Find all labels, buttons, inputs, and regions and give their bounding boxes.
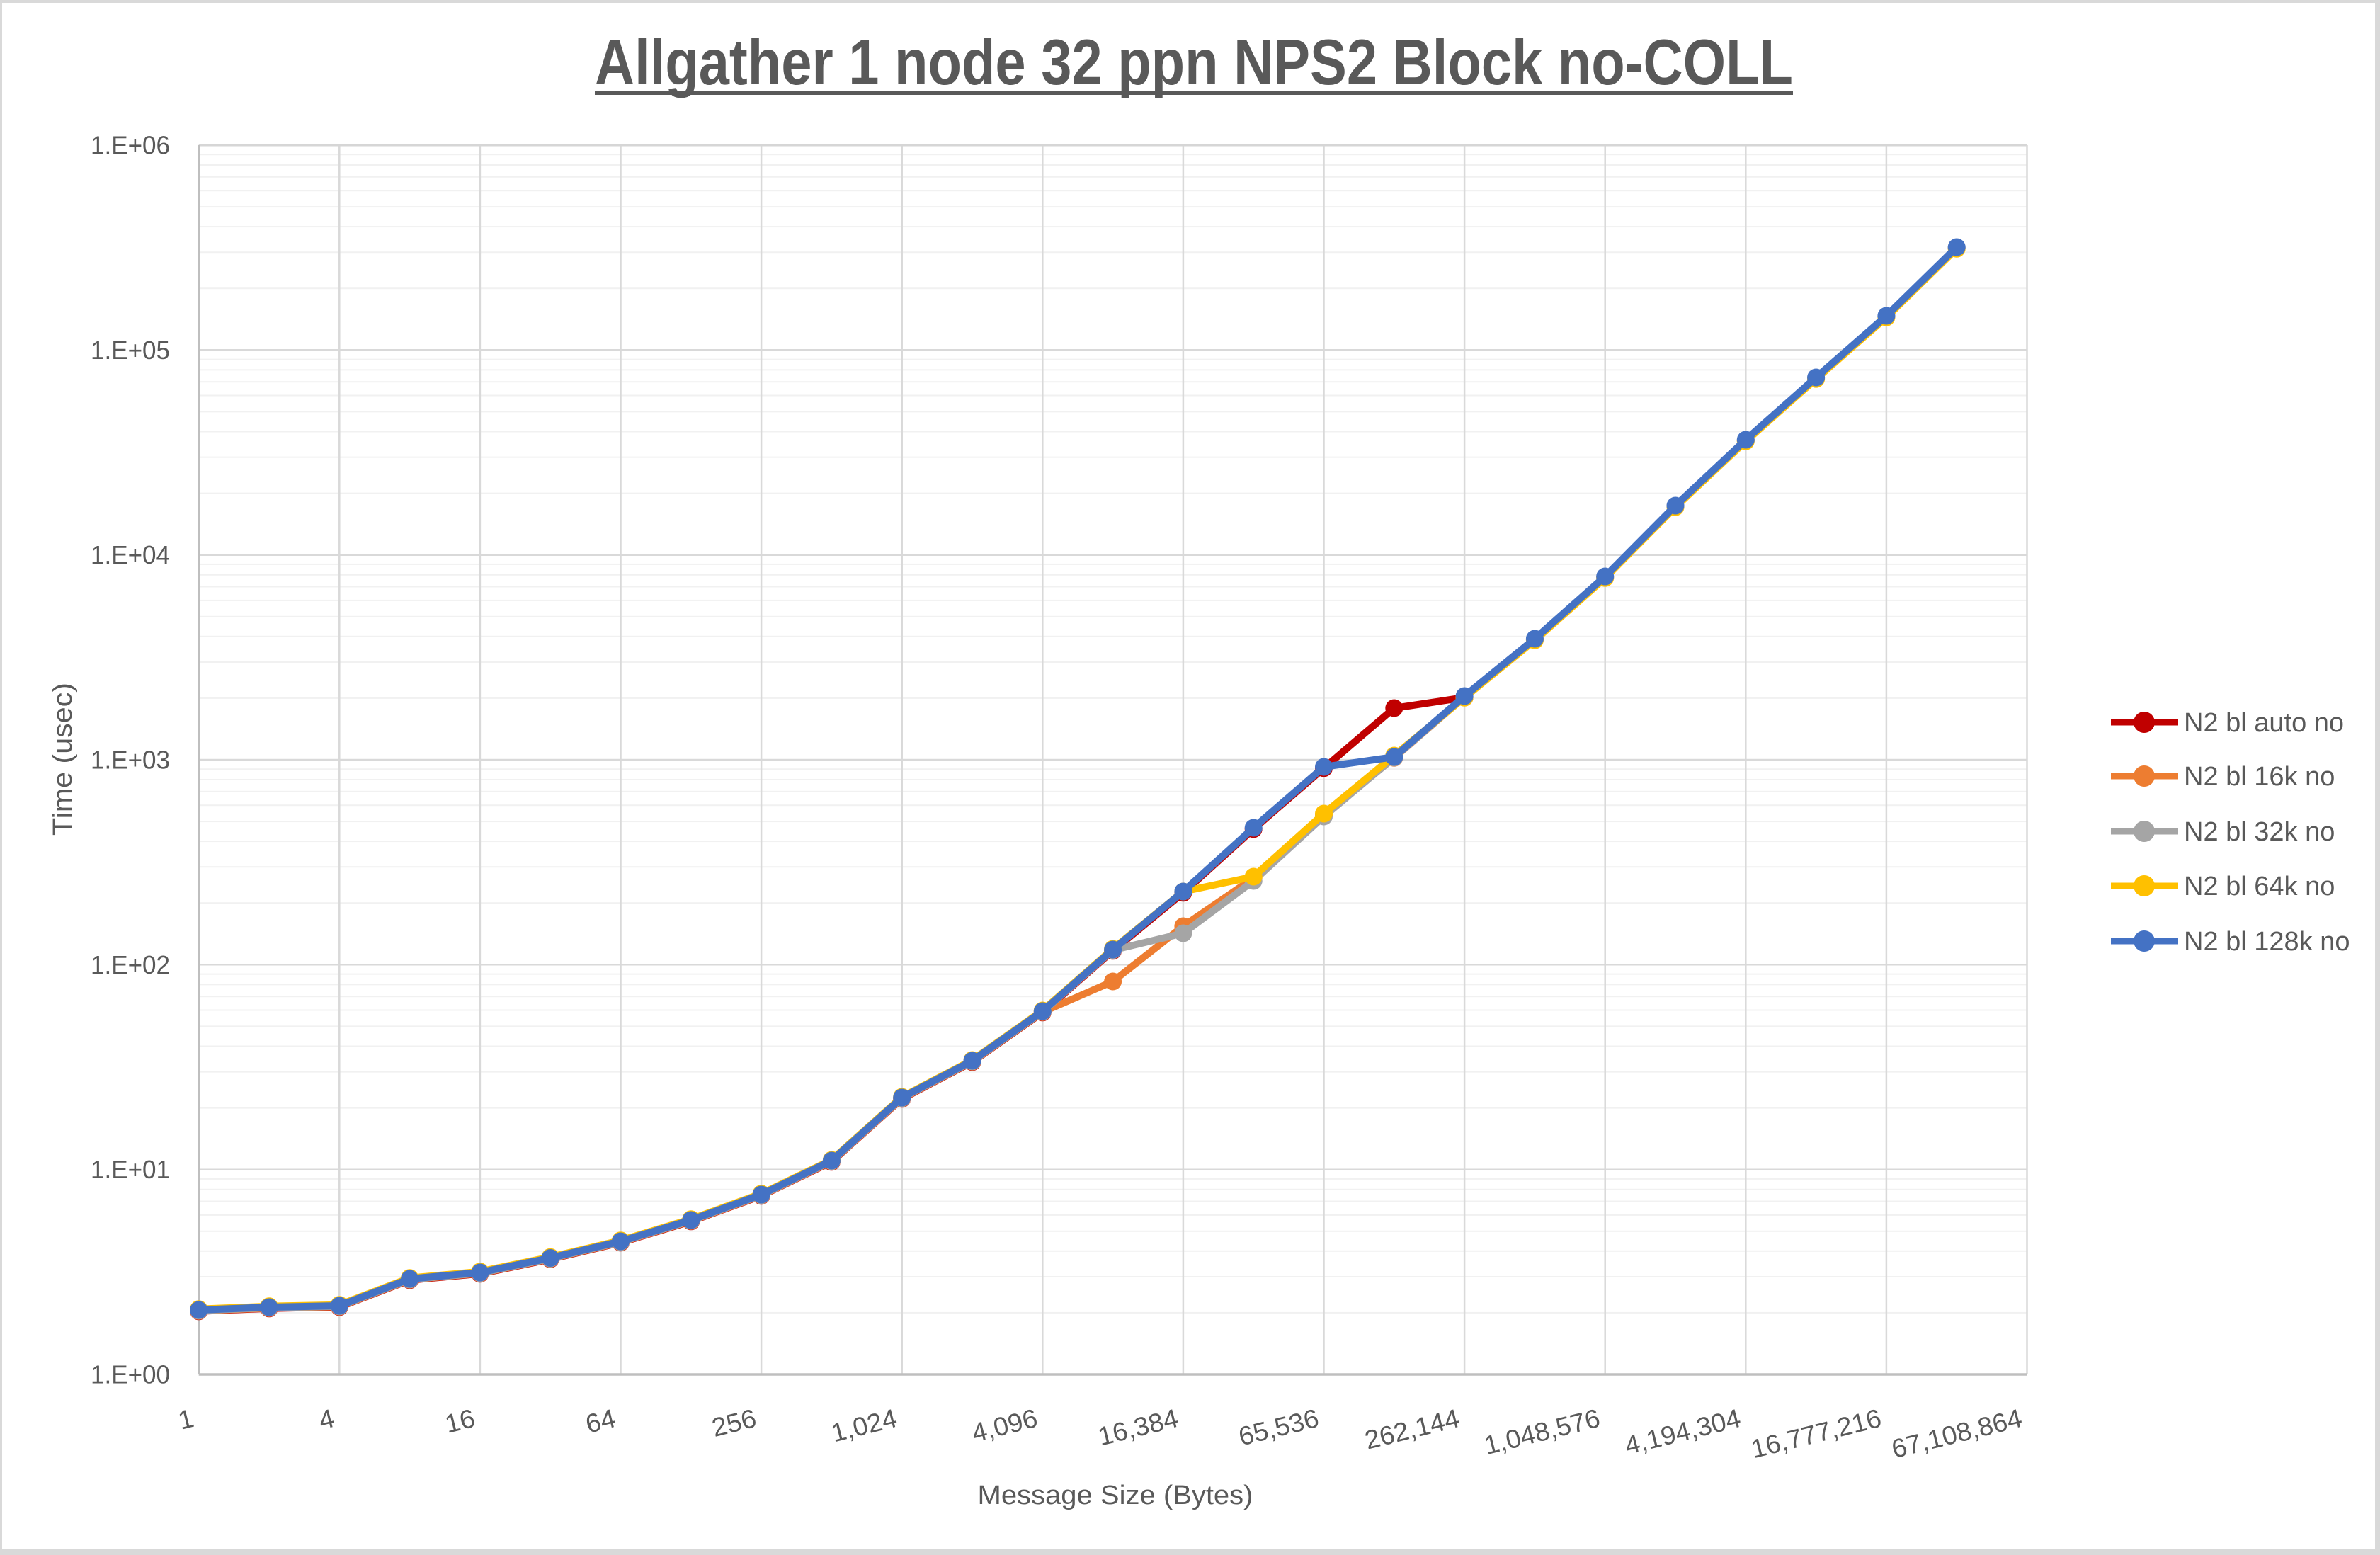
svg-text:1.E+00: 1.E+00 — [91, 1360, 170, 1389]
svg-text:1.E+04: 1.E+04 — [91, 540, 170, 569]
svg-text:Time (usec): Time (usec) — [48, 683, 78, 836]
svg-text:256: 256 — [709, 1403, 759, 1442]
svg-text:1.E+06: 1.E+06 — [91, 131, 170, 160]
svg-text:N2 bl 64k no: N2 bl 64k no — [2184, 872, 2335, 901]
svg-text:4,194,304: 4,194,304 — [1622, 1403, 1743, 1460]
svg-text:65,536: 65,536 — [1236, 1403, 1322, 1452]
svg-text:N2 bl auto no: N2 bl auto no — [2184, 708, 2344, 738]
svg-text:1.E+02: 1.E+02 — [91, 950, 170, 979]
svg-text:16,384: 16,384 — [1095, 1403, 1181, 1452]
svg-text:4: 4 — [316, 1403, 337, 1435]
svg-text:16,777,216: 16,777,216 — [1748, 1403, 1884, 1464]
svg-text:262,144: 262,144 — [1362, 1403, 1462, 1455]
svg-text:16: 16 — [442, 1403, 478, 1439]
svg-text:1.E+05: 1.E+05 — [91, 336, 170, 365]
svg-text:N2 bl 16k no: N2 bl 16k no — [2184, 762, 2335, 792]
svg-text:64: 64 — [583, 1403, 619, 1439]
svg-text:67,108,864: 67,108,864 — [1889, 1403, 2025, 1464]
svg-text:4,096: 4,096 — [969, 1403, 1040, 1448]
svg-text:1.E+03: 1.E+03 — [91, 746, 170, 775]
svg-text:Allgather 1 node 32 ppn NPS2 B: Allgather 1 node 32 ppn NPS2 Block no-CO… — [595, 27, 1793, 98]
svg-text:Message Size (Bytes): Message Size (Bytes) — [978, 1481, 1253, 1510]
svg-text:N2 bl 32k no: N2 bl 32k no — [2184, 817, 2335, 847]
svg-text:1,048,576: 1,048,576 — [1481, 1403, 1603, 1460]
svg-text:1.E+01: 1.E+01 — [91, 1155, 170, 1184]
svg-text:N2 bl 128k no: N2 bl 128k no — [2184, 927, 2350, 957]
svg-text:1,024: 1,024 — [829, 1403, 900, 1448]
svg-text:1: 1 — [175, 1403, 196, 1435]
